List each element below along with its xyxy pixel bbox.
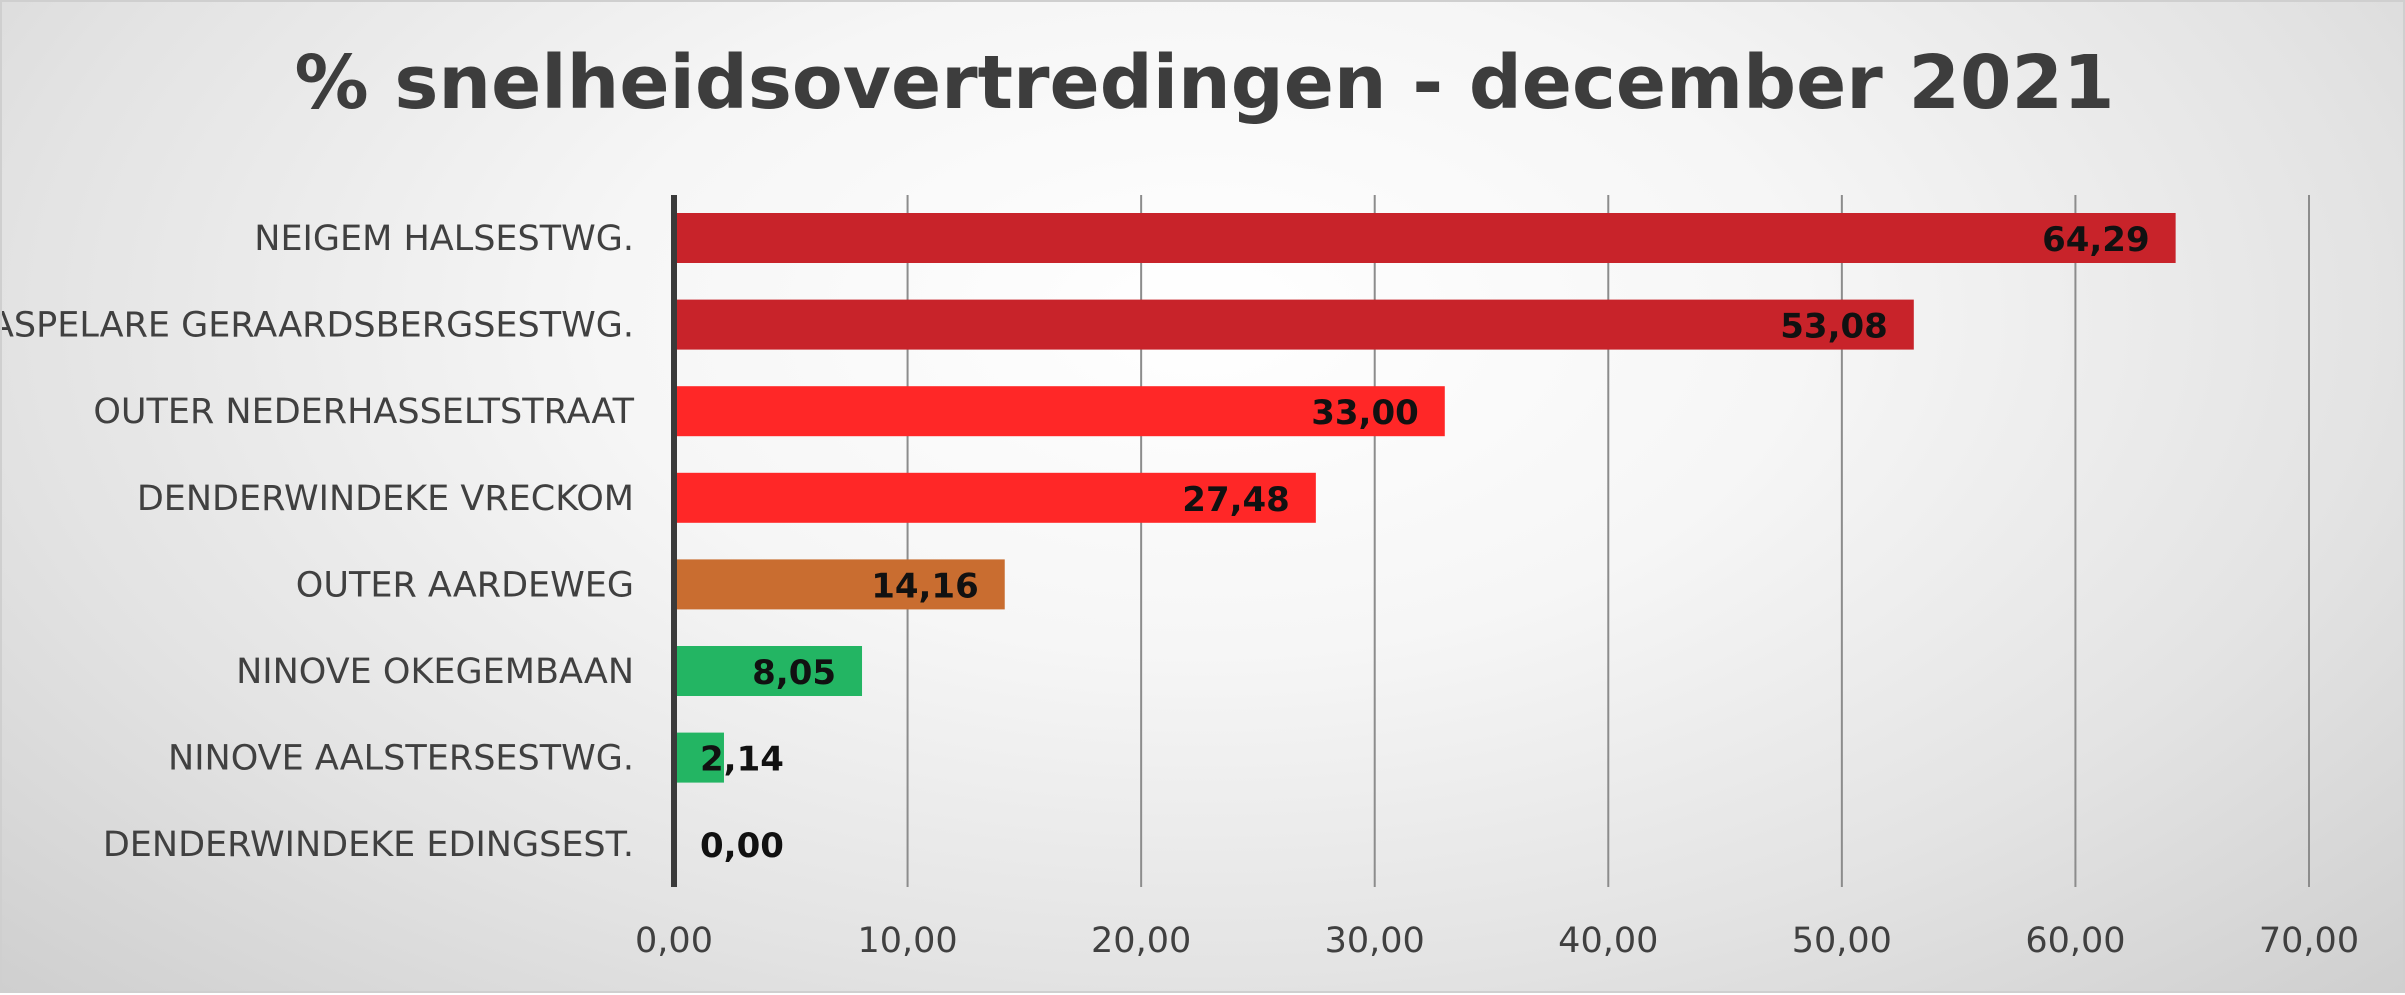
data-label: 0,00 (700, 826, 784, 866)
data-label: 53,08 (1780, 307, 1888, 347)
chart-title: % snelheidsovertredingen - december 2021 (294, 40, 2115, 126)
category-label: DENDERWINDEKE VRECKOM (137, 479, 634, 519)
bar (674, 646, 863, 696)
bar (674, 732, 724, 783)
x-tick-label: 0,00 (635, 921, 713, 961)
x-tick-label: 50,00 (1792, 921, 1892, 961)
x-tick-label: 60,00 (2025, 921, 2125, 961)
data-label: 8,05 (752, 653, 836, 693)
category-label: NEIGEM HALSESTWG. (254, 219, 634, 259)
data-label: 33,00 (1311, 393, 1419, 433)
data-label: 2,14 (700, 740, 784, 780)
data-label: 27,48 (1182, 480, 1290, 520)
bar (674, 472, 1316, 523)
x-tick-label: 20,00 (1091, 921, 1191, 961)
x-tick-label: 30,00 (1325, 921, 1425, 961)
category-label: NINOVE AALSTERSESTWG. (168, 739, 634, 779)
category-label: ASPELARE GERAARDSBERGSESTWG. (2, 306, 634, 346)
bar (674, 213, 2176, 263)
category-label: DENDERWINDEKE EDINGSEST. (103, 825, 634, 865)
category-label: NINOVE OKEGEMBAAN (236, 652, 634, 692)
x-tick-label: 70,00 (2259, 921, 2359, 961)
bar (674, 299, 1914, 350)
data-label: 14,16 (871, 566, 979, 606)
data-label: 64,29 (2042, 220, 2150, 260)
bar (674, 386, 1445, 437)
bar (674, 559, 1005, 610)
category-label: OUTER NEDERHASSELTSTRAAT (93, 392, 634, 432)
category-label: OUTER AARDEWEG (296, 565, 634, 605)
x-tick-label: 10,00 (857, 921, 957, 961)
x-tick-label: 40,00 (1558, 921, 1658, 961)
